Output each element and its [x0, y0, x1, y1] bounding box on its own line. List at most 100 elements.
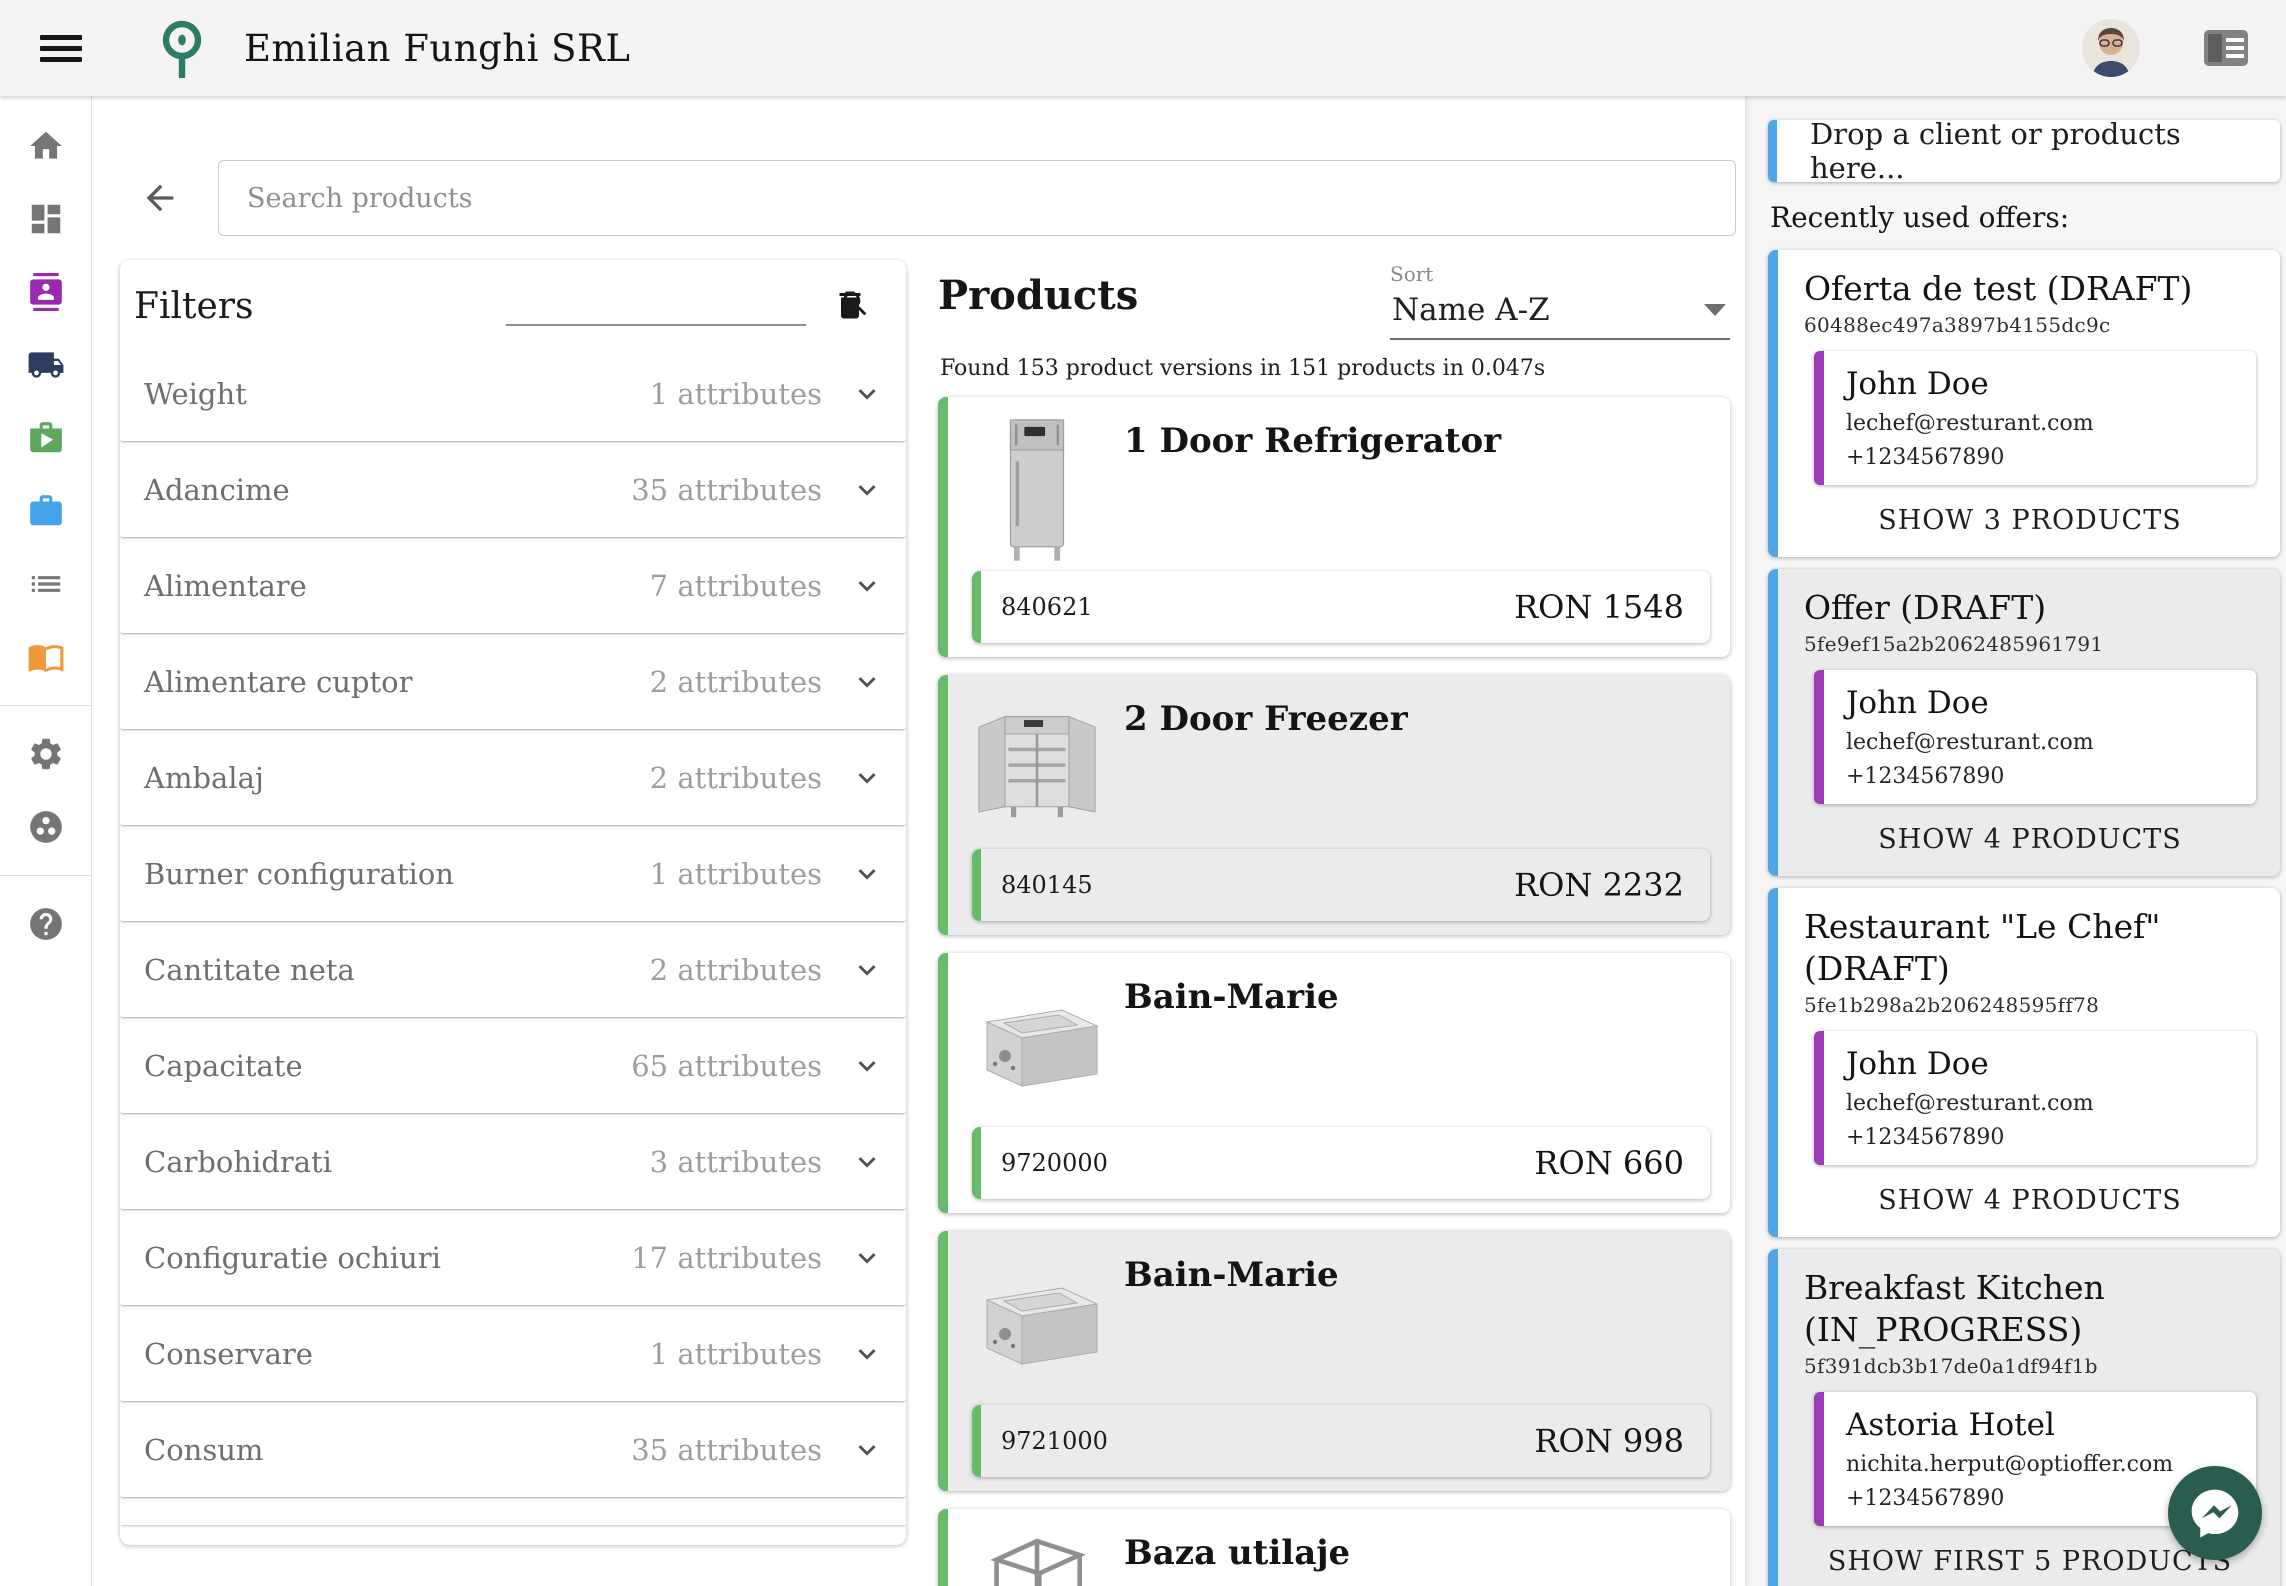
product-image	[972, 413, 1102, 563]
chevron-down-icon	[858, 677, 876, 688]
user-avatar[interactable]	[2082, 19, 2140, 77]
offer-drop-zone[interactable]: Drop a client or products here...	[1768, 117, 2280, 185]
product-price: RON 998	[1534, 1422, 1684, 1460]
sidebar-item-contacts[interactable]	[0, 272, 91, 312]
product-title: Bain-Marie	[1124, 977, 1339, 1017]
chevron-down-icon	[858, 1253, 876, 1264]
product-card[interactable]: Baza utilaje	[938, 1509, 1730, 1586]
offer-title: Restaurant "Le Chef" (DRAFT)	[1804, 907, 2161, 988]
filter-attribute-count: 17 attributes	[631, 1241, 822, 1275]
product-price: RON 660	[1534, 1144, 1684, 1182]
sidebar-item-truck[interactable]	[0, 345, 91, 385]
company-title: Emilian Funghi SRL	[244, 26, 631, 70]
sidebar-item-book[interactable]	[0, 637, 91, 677]
sidebar-item-home[interactable]	[0, 126, 91, 166]
filter-row-alimentare[interactable]: Alimentare 7 attributes	[120, 539, 906, 633]
show-products-button[interactable]: SHOW 4 PRODUCTS	[1804, 808, 2256, 870]
show-products-button[interactable]: SHOW 3 PRODUCTS	[1804, 489, 2256, 551]
products-panel: Products Sort Name A-Z Found 153 product…	[938, 260, 1730, 1586]
sidebar-item-briefcase[interactable]	[0, 491, 91, 531]
product-card[interactable]: 2 Door Freezer 840145 RON 2232	[938, 675, 1730, 935]
show-products-button[interactable]: SHOW 4 PRODUCTS	[1804, 1169, 2256, 1231]
filter-search-field[interactable]	[506, 287, 867, 326]
sidebar-item-shop[interactable]	[0, 418, 91, 458]
filter-row-burner-configuration[interactable]: Burner configuration 1 attributes	[120, 827, 906, 921]
filter-attribute-count: 35 attributes	[631, 473, 822, 507]
product-card[interactable]: Bain-Marie 9720000 RON 660	[938, 953, 1730, 1213]
sidebar-divider	[0, 705, 91, 706]
filter-label: Alimentare	[144, 569, 307, 603]
client-card[interactable]: John Doe lechef@resturant.com +123456789…	[1814, 670, 2256, 804]
recent-offers-label: Recently used offers:	[1770, 201, 2070, 234]
product-version-card[interactable]: 9721000 RON 998	[972, 1405, 1710, 1477]
filter-row-adancime[interactable]: Adancime 35 attributes	[120, 443, 906, 537]
sidebar-rail	[0, 96, 92, 1586]
product-title: Bain-Marie	[1124, 1255, 1339, 1295]
filter-row-ambalaj[interactable]: Ambalaj 2 attributes	[120, 731, 906, 825]
recent-offers-list: Oferta de test (DRAFT) 60488ec497a3897b4…	[1768, 250, 2280, 1586]
offer-id: 60488ec497a3897b4155dc9c	[1804, 313, 2111, 337]
offer-title: Oferta de test (DRAFT)	[1804, 269, 2193, 308]
filter-row-conservare[interactable]: Conservare 1 attributes	[120, 1307, 906, 1401]
product-version-card[interactable]: 840145 RON 2232	[972, 849, 1710, 921]
filters-title: Filters	[134, 286, 254, 327]
sort-select[interactable]: Sort Name A-Z	[1390, 262, 1730, 340]
offer-card[interactable]: Offer (DRAFT) 5fe9ef15a2b2062485961791 J…	[1768, 569, 2280, 876]
filter-label: Carbohidrati	[144, 1145, 332, 1179]
product-card[interactable]: 1 Door Refrigerator 840621 RON 1548	[938, 397, 1730, 657]
client-phone: +1234567890	[1846, 1125, 2005, 1150]
reading-pane-icon[interactable]	[2202, 28, 2250, 68]
chevron-down-icon	[858, 389, 876, 400]
product-version-card[interactable]: 9720000 RON 660	[972, 1127, 1710, 1199]
offer-card[interactable]: Breakfast Kitchen (IN_PROGRESS) 5f391dcb…	[1768, 1249, 2280, 1586]
filter-row-cantitate-neta[interactable]: Cantitate neta 2 attributes	[120, 923, 906, 1017]
filter-row-capacitate[interactable]: Capacitate 65 attributes	[120, 1019, 906, 1113]
filter-row-consum[interactable]: Consum 35 attributes	[120, 1403, 906, 1497]
sidebar-item-hub[interactable]	[0, 807, 91, 847]
client-card[interactable]: John Doe lechef@resturant.com +123456789…	[1814, 351, 2256, 485]
client-email: lechef@resturant.com	[1846, 730, 2094, 755]
filter-attribute-count: 2 attributes	[649, 761, 822, 795]
product-list: 1 Door Refrigerator 840621 RON 1548	[938, 397, 1730, 1586]
filter-label: Conservare	[144, 1337, 313, 1371]
filter-row-weight[interactable]: Weight 1 attributes	[120, 347, 906, 441]
product-price: RON 2232	[1514, 866, 1684, 904]
offer-id: 5fe1b298a2b206248595ff78	[1804, 993, 2100, 1017]
product-image	[972, 1247, 1102, 1397]
sidebar-item-dashboard[interactable]	[0, 199, 91, 239]
product-card[interactable]: Bain-Marie 9721000 RON 998	[938, 1231, 1730, 1491]
filter-label: Consum	[144, 1433, 264, 1467]
filter-search-input[interactable]	[506, 287, 839, 320]
sidebar-item-list[interactable]	[0, 564, 91, 604]
filter-attribute-count: 1 attributes	[649, 857, 822, 891]
sort-label: Sort	[1390, 262, 1434, 286]
offer-card[interactable]: Oferta de test (DRAFT) 60488ec497a3897b4…	[1768, 250, 2280, 557]
filter-attribute-count: 1 attributes	[649, 1337, 822, 1371]
product-title: Baza utilaje	[1124, 1533, 1351, 1573]
client-email: nichita.herput@optioffer.com	[1846, 1452, 2174, 1477]
client-card[interactable]: John Doe lechef@resturant.com +123456789…	[1814, 1031, 2256, 1165]
filter-row-configuratie-ochiuri[interactable]: Configuratie ochiuri 17 attributes	[120, 1211, 906, 1305]
offer-card[interactable]: Restaurant "Le Chef" (DRAFT) 5fe1b298a2b…	[1768, 888, 2280, 1237]
show-products-button[interactable]: SHOW FIRST 5 PRODUCTS	[1804, 1530, 2256, 1586]
back-arrow-icon[interactable]	[140, 178, 180, 218]
search-icon	[843, 291, 867, 315]
filter-row-alimentare-cuptor[interactable]: Alimentare cuptor 2 attributes	[120, 635, 906, 729]
product-version-card[interactable]: 840621 RON 1548	[972, 571, 1710, 643]
sidebar-item-settings[interactable]	[0, 734, 91, 774]
filter-label: Adancime	[144, 473, 290, 507]
filter-attribute-count: 2 attributes	[649, 665, 822, 699]
sidebar-item-help[interactable]	[0, 904, 91, 944]
products-title: Products	[938, 272, 1139, 319]
search-products-input[interactable]	[218, 160, 1736, 236]
hamburger-menu-icon[interactable]	[40, 29, 86, 68]
results-summary: Found 153 product versions in 151 produc…	[940, 356, 1546, 381]
messenger-chat-button[interactable]	[2168, 1466, 2262, 1560]
filter-row-carbohidrati[interactable]: Carbohidrati 3 attributes	[120, 1115, 906, 1209]
brand-pin-icon[interactable]	[156, 18, 208, 78]
clear-filters-button[interactable]	[832, 287, 868, 327]
chevron-down-icon	[858, 1349, 876, 1360]
offer-id: 5fe9ef15a2b2062485961791	[1804, 632, 2104, 656]
filter-attribute-count: 2 attributes	[649, 953, 822, 987]
